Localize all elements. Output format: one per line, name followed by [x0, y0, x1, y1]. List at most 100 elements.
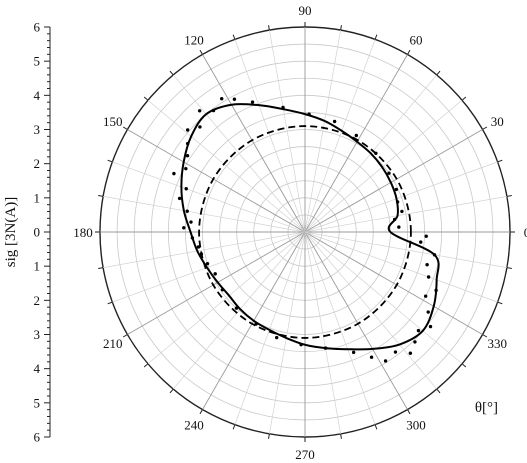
series-layer [180, 103, 440, 351]
angle-tick [340, 433, 342, 439]
radial-tick-label: 5 [34, 54, 41, 69]
data-point [428, 324, 433, 329]
radial-tick-label: 2 [34, 293, 41, 308]
grid-spoke [304, 231, 438, 390]
data-point [351, 350, 356, 355]
radial-tick-label: 4 [34, 361, 41, 376]
angle-tick [169, 388, 174, 394]
data-point [332, 119, 337, 124]
data-point [185, 154, 190, 158]
data-point [196, 245, 201, 249]
angle-tick [482, 334, 488, 338]
angle-tick [122, 126, 128, 130]
angle-tick [143, 363, 149, 368]
angle-tick [98, 267, 104, 269]
angle-tick-label: 150 [103, 114, 123, 129]
data-point [182, 226, 186, 230]
grid-spoke [147, 231, 306, 365]
data-point [281, 105, 285, 110]
angle-tick-label: 180 [73, 225, 93, 240]
data-point [184, 187, 188, 191]
grid-spoke [304, 39, 376, 233]
angle-tick [374, 34, 378, 40]
grid-spoke [112, 231, 306, 303]
data-point [354, 133, 359, 138]
radial-tick-label: 1 [34, 259, 41, 274]
data-point [211, 108, 216, 113]
radial-tick-label: 2 [34, 156, 41, 171]
angle-tick [407, 49, 411, 55]
data-point [395, 200, 400, 204]
angle-tick [169, 70, 174, 76]
angular-axis-title: θ[°] [475, 400, 498, 416]
series-solid-line [180, 103, 440, 351]
grid-spoke [304, 30, 341, 233]
angle-tick [374, 424, 378, 430]
series-dashed-line [198, 125, 412, 339]
grid-spoke [127, 231, 306, 335]
data-point [250, 100, 255, 104]
data-point [392, 217, 397, 222]
data-point [413, 340, 417, 344]
data-point [275, 335, 279, 340]
data-point [394, 187, 399, 192]
data-point [423, 294, 428, 298]
grid-spoke [172, 74, 306, 233]
data-point [426, 310, 430, 314]
grid-spoke [304, 231, 498, 303]
grid-spoke [234, 39, 306, 233]
data-point [387, 171, 391, 175]
radial-axis-title: sig [3N(A)] [3, 197, 19, 267]
angle-tick-label: 90 [299, 3, 312, 18]
data-point [198, 125, 202, 129]
grid-spoke [304, 231, 341, 434]
angle-tick [497, 159, 503, 163]
radial-axis: 6 5 4 3 2 1 0 1 2 3 4 5 6 [34, 20, 51, 445]
angle-tick [268, 25, 270, 31]
data-point [185, 209, 189, 213]
data-point [416, 328, 421, 333]
grid-spoke [304, 231, 408, 410]
data-point [185, 128, 190, 132]
angle-tick-label: 300 [406, 417, 426, 432]
radial-tick-label: 4 [34, 88, 41, 103]
angle-tick-label: 120 [184, 33, 204, 48]
data-point [432, 253, 437, 257]
angle-tick [340, 25, 342, 31]
angle-tick [232, 424, 236, 430]
data-point [299, 342, 303, 347]
grid-spoke [304, 231, 483, 335]
grid-spoke [202, 54, 306, 233]
angle-tick [143, 96, 149, 101]
grid-spoke [127, 129, 306, 233]
angle-tick [268, 433, 270, 439]
grid-spoke [269, 30, 306, 233]
angle-tick [506, 195, 512, 197]
angle-tick [436, 388, 441, 394]
angle-tick-label: 330 [488, 336, 508, 351]
data-point [205, 261, 210, 266]
data-point [177, 196, 182, 201]
data-point [254, 322, 258, 326]
angle-tick [199, 49, 203, 55]
grid-spoke [304, 231, 507, 268]
angle-tick [482, 126, 488, 130]
grid-spoke [304, 196, 507, 233]
data-point [197, 109, 202, 113]
data-point [234, 306, 239, 310]
angle-tick-label: 30 [491, 114, 504, 129]
data-point [369, 355, 374, 359]
radial-tick-label: 6 [34, 20, 41, 35]
angle-tick-label: 60 [410, 33, 423, 48]
radial-tick-label: 3 [34, 122, 41, 137]
angle-tick [232, 34, 236, 40]
radial-tick-label: 5 [34, 395, 41, 410]
angle-tick [436, 70, 441, 76]
data-point [400, 209, 404, 214]
radial-tick-label: 1 [34, 190, 41, 205]
data-point [172, 171, 176, 176]
grid-spoke [172, 231, 306, 390]
grid-spoke [304, 99, 463, 233]
data-point [323, 346, 328, 350]
angle-tick [199, 409, 203, 415]
